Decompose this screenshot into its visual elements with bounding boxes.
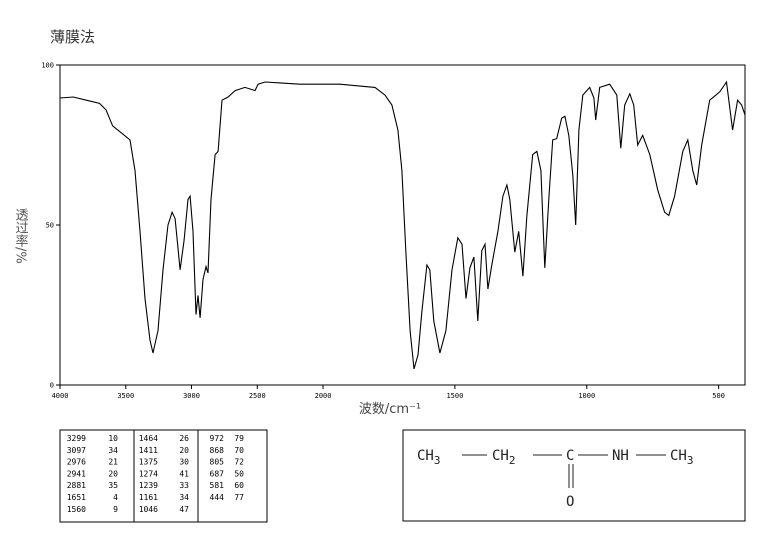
table-cell: 34 bbox=[108, 446, 118, 455]
group: NH bbox=[612, 448, 629, 464]
table-cell: 79 bbox=[234, 434, 244, 443]
plot-frame bbox=[59, 64, 746, 386]
group: CH3 bbox=[670, 448, 693, 467]
table-cell: 26 bbox=[179, 434, 189, 443]
group-sub: 3 bbox=[434, 454, 441, 467]
table-cell: 34 bbox=[179, 493, 189, 502]
table-cell: 3299 bbox=[67, 434, 86, 443]
table-cell: 2941 bbox=[67, 469, 86, 478]
group-text: CH bbox=[417, 448, 434, 464]
x-tick-label: 2500 bbox=[249, 392, 266, 400]
group-sub: 3 bbox=[687, 454, 694, 467]
table-cell: 805 bbox=[210, 458, 225, 467]
x-tick-label: 1000 bbox=[578, 392, 595, 400]
x-axis-label: 波数/cm⁻¹ bbox=[359, 402, 421, 417]
table-cell: 3097 bbox=[67, 446, 86, 455]
y-axis-label: 透过率/% bbox=[13, 208, 29, 264]
table-cell: 20 bbox=[108, 469, 118, 478]
y-tick-label: 50 bbox=[46, 222, 54, 230]
carbonyl-oxygen: O bbox=[566, 494, 574, 510]
x-tick-label: 4000 bbox=[52, 392, 69, 400]
table-cell: 2881 bbox=[67, 481, 86, 490]
table-cell: 972 bbox=[210, 434, 225, 443]
table-cell: 1161 bbox=[139, 493, 158, 502]
table-cell: 60 bbox=[234, 481, 244, 490]
x-tick-label: 3000 bbox=[183, 392, 200, 400]
table-cell: 1411 bbox=[139, 446, 158, 455]
table-cell: 1560 bbox=[67, 505, 86, 514]
table-cell: 77 bbox=[234, 493, 244, 502]
table-cell: 9 bbox=[113, 505, 118, 514]
group-sub: 2 bbox=[509, 454, 516, 467]
table-cell: 1274 bbox=[139, 469, 158, 478]
structure-frame bbox=[402, 429, 746, 522]
x-tick-label: 3500 bbox=[117, 392, 134, 400]
y-tick-label: 100 bbox=[41, 62, 54, 70]
group-text: CH bbox=[670, 448, 687, 464]
table-cell: 47 bbox=[179, 505, 189, 514]
y-tick-label: 0 bbox=[50, 382, 54, 390]
x-tick-label: 500 bbox=[712, 392, 725, 400]
table-cell: 30 bbox=[179, 458, 189, 467]
table-cell: 444 bbox=[210, 493, 225, 502]
group: CH2 bbox=[492, 448, 515, 467]
table-cell: 1239 bbox=[139, 481, 158, 490]
group: CH3 bbox=[417, 448, 440, 467]
table-cell: 41 bbox=[179, 469, 189, 478]
table-cell: 21 bbox=[108, 458, 118, 467]
table-cell: 72 bbox=[234, 458, 244, 467]
table-cell: 868 bbox=[210, 446, 225, 455]
page-title: 薄膜法 bbox=[50, 28, 95, 46]
table-cell: 2976 bbox=[67, 458, 86, 467]
table-cell: 33 bbox=[179, 481, 189, 490]
table-cell: 687 bbox=[210, 469, 225, 478]
peak-table-frame bbox=[59, 429, 268, 523]
x-tick-label: 1500 bbox=[446, 392, 463, 400]
spectrum-line bbox=[59, 80, 746, 370]
table-cell: 1464 bbox=[139, 434, 158, 443]
table-cell: 50 bbox=[234, 469, 244, 478]
group: C bbox=[566, 448, 574, 464]
table-cell: 1375 bbox=[139, 458, 158, 467]
structure: CH3 CH2 C NH CH3 O bbox=[417, 448, 693, 510]
table-cell: 20 bbox=[179, 446, 189, 455]
group-text: CH bbox=[492, 448, 509, 464]
table-cell: 581 bbox=[210, 481, 225, 490]
table-cell: 1046 bbox=[139, 505, 158, 514]
table-cell: 1651 bbox=[67, 493, 86, 502]
table-cell: 35 bbox=[108, 481, 118, 490]
table-cell: 70 bbox=[234, 446, 244, 455]
table-cell: 10 bbox=[108, 434, 118, 443]
table-cell: 4 bbox=[113, 493, 118, 502]
x-tick-label: 2000 bbox=[315, 392, 332, 400]
